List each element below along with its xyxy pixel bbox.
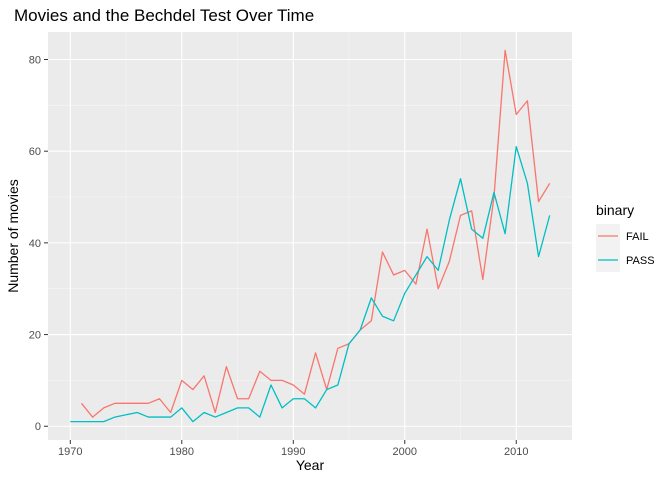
series-line-fail	[80, 49, 551, 418]
x-axis-ticks: 1970 1980 1990 2000 2010	[58, 440, 528, 458]
x-axis-title: Year	[296, 457, 325, 473]
y-tick-label: 80	[29, 55, 41, 67]
y-axis-title: Number of movies	[5, 179, 21, 293]
series-lines	[70, 49, 551, 423]
minor-gridlines	[48, 32, 572, 440]
x-tick-label: 2000	[393, 446, 417, 458]
legend: binary FAIL PASS	[596, 202, 655, 272]
x-tick-label: 1980	[170, 446, 194, 458]
plot-panel	[48, 32, 572, 440]
y-tick-label: 0	[35, 421, 41, 433]
y-tick-label: 20	[29, 330, 41, 342]
legend-label-fail: FAIL	[626, 231, 649, 243]
chart-title: Movies and the Bechdel Test Over Time	[14, 6, 314, 25]
y-tick-label: 60	[29, 146, 41, 158]
major-gridlines	[48, 32, 572, 440]
legend-label-pass: PASS	[626, 255, 655, 267]
x-tick-label: 2010	[504, 446, 528, 458]
x-tick-label: 1970	[58, 446, 82, 458]
y-axis-ticks: 0 20 40 60 80	[29, 55, 48, 433]
x-tick-label: 1990	[281, 446, 305, 458]
legend-title: binary	[596, 202, 634, 218]
legend-items: FAIL PASS	[596, 224, 655, 272]
y-tick-label: 40	[29, 238, 41, 250]
series-line-pass	[70, 145, 551, 423]
